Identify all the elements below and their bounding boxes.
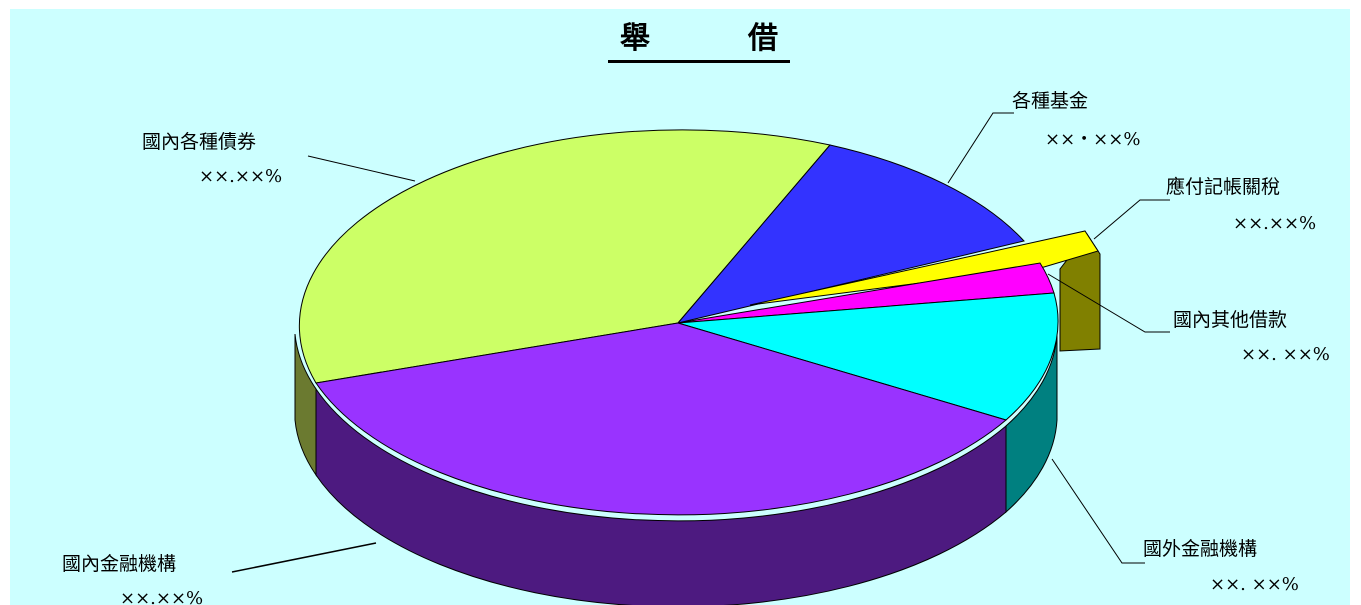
value-customs-duty: ××.××% (1233, 213, 1317, 234)
value-domestic-other: ××. ××% (1241, 344, 1330, 365)
label-domestic-other: 國內其他借款 (1173, 309, 1288, 331)
value-funds: ××・××% (1045, 129, 1141, 150)
value-foreign-financial: ××. ××% (1210, 574, 1299, 595)
leader-domestic-other (1047, 273, 1170, 333)
label-domestic-bonds: 國內各種債券 (142, 131, 257, 153)
title-underline (608, 60, 790, 63)
label-foreign-financial: 國外金融機構 (1143, 538, 1258, 560)
leader-funds (947, 112, 1014, 184)
label-domestic-financial: 國內金融機構 (62, 553, 177, 575)
slice-funds (676, 144, 1025, 324)
value-domestic-bonds: ××.××% (199, 166, 283, 187)
slice-domestic-bonds (298, 129, 831, 384)
pie-chart (231, 112, 1170, 605)
chart-title: 舉 借 (620, 21, 778, 56)
leader-domestic-financial (231, 542, 377, 573)
slice-side-foreign-financial (1005, 333, 1058, 514)
leader-foreign-financial (1051, 458, 1145, 564)
slice-domestic-financial (315, 322, 1008, 516)
slice-foreign-financial (677, 292, 1059, 421)
chart-area: 舉 借 國內各種債券 ××.××% 各種基金 ××・××% 應付記帳關稅 ××.… (10, 9, 1350, 605)
label-customs-duty: 應付記帳關稅 (1166, 176, 1281, 198)
value-domestic-financial: ××.××% (120, 588, 204, 605)
label-funds: 各種基金 (1012, 90, 1089, 112)
leader-domestic-bonds (307, 155, 416, 182)
leader-customs-duty (1093, 199, 1170, 240)
